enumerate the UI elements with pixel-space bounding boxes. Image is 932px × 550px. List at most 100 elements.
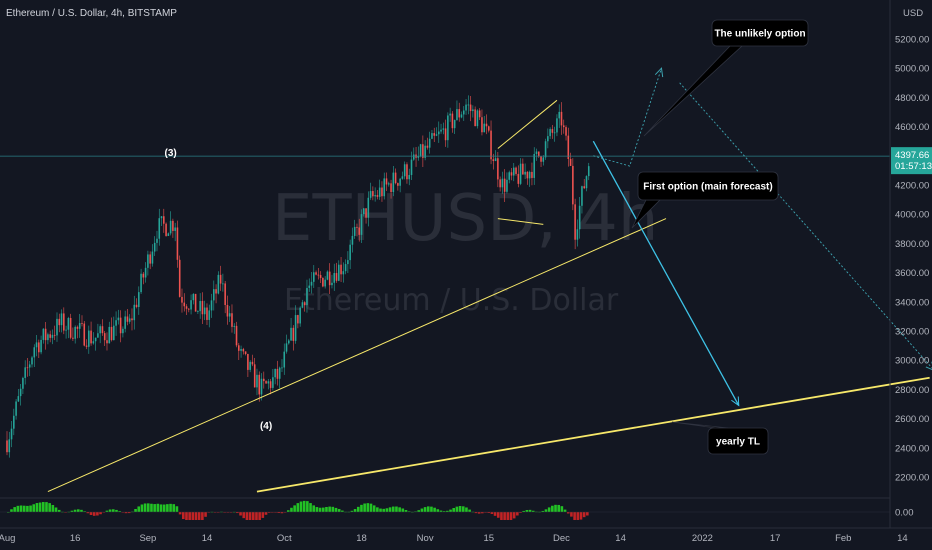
candle-body [299, 307, 301, 324]
candle-body [19, 388, 22, 397]
candle-body [72, 337, 74, 339]
candle-body [285, 343, 288, 352]
oscillator-bar [150, 503, 153, 512]
oscillator-bar [41, 502, 45, 512]
candle-body [494, 158, 497, 162]
candle-body [410, 159, 413, 175]
oscillator-bar [19, 505, 23, 512]
oscillator-bar [312, 505, 316, 512]
oscillator-bar [201, 512, 204, 520]
candle-body [360, 214, 363, 235]
candle-body [499, 179, 501, 188]
candle-body [553, 132, 556, 134]
candle-body [149, 254, 151, 264]
candle-body [433, 133, 436, 136]
trendline-yellow-support [47, 218, 667, 493]
candle-body [306, 287, 308, 306]
oscillator-bar [306, 501, 309, 512]
oscillator-bar [159, 504, 163, 512]
candle-body [558, 111, 561, 119]
candle-body [481, 117, 483, 133]
price-tick-label: 3800.00 [895, 239, 929, 250]
candle-body [15, 401, 17, 416]
candle-body [331, 282, 333, 286]
oscillator-bar [89, 512, 93, 515]
candle-body [519, 163, 522, 184]
candle-body [574, 204, 576, 240]
candle-body [367, 197, 370, 218]
candle-body [185, 306, 188, 309]
oscillator-bar [156, 503, 160, 512]
candle-body [6, 440, 8, 453]
oscillator-bar [455, 506, 459, 512]
candle-body [485, 123, 488, 127]
oscillator-bar [363, 503, 366, 512]
candle-body [28, 364, 31, 368]
time-tick-label: Nov [417, 533, 434, 544]
oscillator-bar [328, 506, 331, 512]
candle-body [315, 272, 317, 275]
oscillator-bar [372, 505, 376, 512]
candle-body [408, 174, 411, 180]
candle-body [406, 164, 408, 180]
main-forecast-callout: First option (main forecast) [643, 182, 772, 193]
candle-body [219, 274, 222, 284]
oscillator-bar [573, 512, 576, 520]
candle-body [424, 145, 426, 158]
candle-body [472, 109, 474, 112]
price-tick-label: 4200.00 [895, 181, 929, 192]
oscillator-bar [582, 512, 586, 518]
oscillator-bar [465, 507, 468, 512]
symbol-title[interactable]: Ethereum / U.S. Dollar, 4h, BITSTAMP [6, 8, 177, 19]
candle-body [44, 328, 47, 341]
price-tick-label: 3600.00 [895, 268, 929, 279]
candle-body [335, 273, 338, 281]
forecast-arrowhead [731, 396, 740, 407]
oscillator-bar [286, 510, 290, 512]
candle-body [397, 183, 399, 186]
oscillator-bar [172, 504, 176, 512]
candle-body [242, 349, 245, 352]
oscillator-bar [525, 510, 529, 512]
candle-body [474, 109, 476, 127]
candle-body [85, 345, 88, 347]
candle-body [119, 317, 122, 334]
candle-body [213, 289, 215, 301]
candle-body [431, 133, 433, 139]
candle-body [560, 111, 563, 126]
candle-body [467, 104, 470, 106]
oscillator-bar [490, 512, 494, 514]
oscillator-bar [178, 512, 182, 515]
oscillator-bar [73, 509, 77, 512]
candle-body [326, 271, 329, 280]
oscillator-bar [382, 508, 386, 512]
forecast-unlikely-option [593, 68, 662, 167]
yearly-tl-callout: yearly TL [716, 437, 760, 448]
oscillator-bar [108, 509, 112, 512]
candle-body [476, 110, 479, 127]
price-tick-label: 5200.00 [895, 35, 929, 46]
oscillator-bar [32, 504, 36, 512]
forecast-arrowhead [925, 361, 932, 371]
candle-body [251, 361, 254, 365]
candle-body [58, 318, 61, 326]
countdown-timer: 01:57:13 [895, 161, 932, 172]
candle-body [301, 302, 304, 308]
candle-body [56, 318, 58, 336]
candle-body [372, 191, 374, 197]
candle-body [478, 110, 481, 118]
oscillator-bar [96, 512, 99, 516]
currency-label: USD [903, 8, 923, 19]
oscillator-bar [54, 507, 58, 512]
drawings-layer[interactable] [0, 67, 932, 493]
candle-body [126, 316, 129, 322]
candle-body [292, 327, 295, 341]
callout-box [637, 171, 779, 201]
candle-body [163, 216, 165, 224]
candle-body [206, 307, 208, 320]
candle-body [322, 277, 324, 287]
candle-body [581, 186, 583, 206]
candle-body [24, 367, 26, 378]
